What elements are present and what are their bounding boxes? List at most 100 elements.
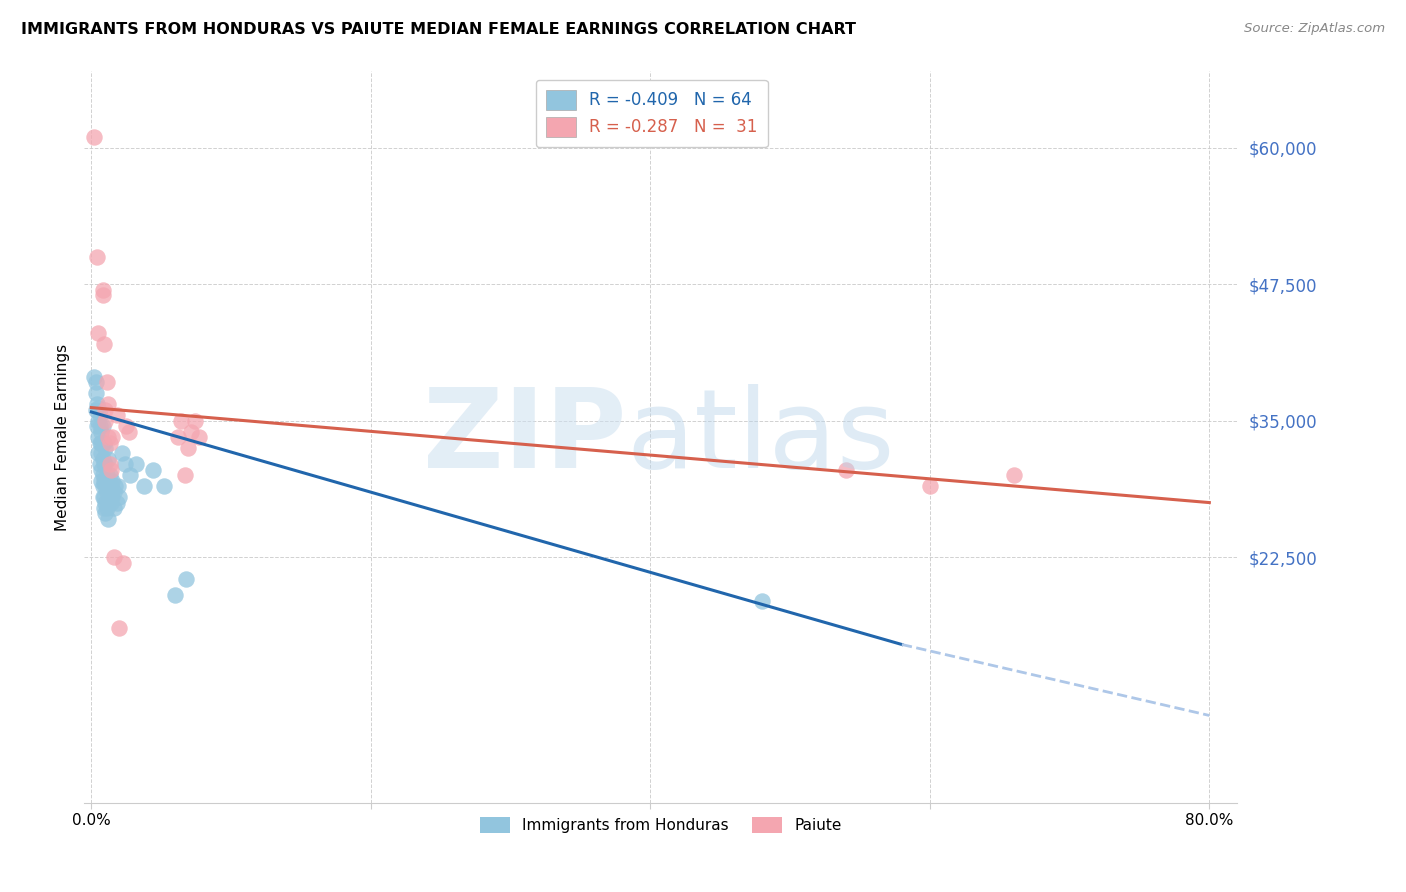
Point	[87, 414, 110, 428]
Point	[90, 474, 112, 488]
Point	[94, 479, 117, 493]
Point	[118, 425, 141, 439]
Point	[94, 414, 117, 428]
Point	[167, 430, 190, 444]
Point	[84, 386, 107, 401]
Point	[153, 479, 176, 493]
Text: atlas: atlas	[626, 384, 894, 491]
Point	[90, 463, 112, 477]
Point	[83, 129, 105, 144]
Point	[176, 572, 198, 586]
Point	[177, 441, 200, 455]
Point	[90, 425, 112, 439]
Point	[96, 484, 118, 499]
Point	[89, 419, 111, 434]
Point	[93, 435, 115, 450]
Point	[103, 550, 125, 565]
Point	[86, 250, 108, 264]
Point	[94, 507, 117, 521]
Point	[83, 370, 105, 384]
Point	[87, 401, 110, 415]
Point	[97, 512, 120, 526]
Point	[125, 458, 148, 472]
Point	[112, 556, 135, 570]
Point	[98, 435, 121, 450]
Point	[1002, 468, 1025, 483]
Point	[93, 337, 115, 351]
Point	[87, 430, 110, 444]
Point	[86, 397, 108, 411]
Point	[93, 490, 115, 504]
Point	[87, 326, 110, 341]
Point	[751, 594, 773, 608]
Point	[96, 501, 118, 516]
Point	[115, 419, 138, 434]
Point	[87, 446, 110, 460]
Point	[97, 430, 120, 444]
Point	[91, 419, 114, 434]
Point	[94, 495, 117, 509]
Point	[184, 414, 207, 428]
Point	[108, 621, 131, 635]
Point	[98, 468, 121, 483]
Point	[105, 409, 128, 423]
Point	[89, 409, 111, 423]
Point	[91, 451, 114, 466]
Point	[101, 490, 124, 504]
Point	[93, 458, 115, 472]
Point	[103, 484, 125, 499]
Point	[835, 463, 858, 477]
Y-axis label: Median Female Earnings: Median Female Earnings	[55, 343, 70, 531]
Point	[142, 463, 165, 477]
Point	[120, 468, 142, 483]
Point	[103, 501, 125, 516]
Point	[91, 283, 114, 297]
Point	[90, 446, 112, 460]
Text: ZIP: ZIP	[423, 384, 626, 491]
Point	[170, 414, 193, 428]
Point	[174, 468, 197, 483]
Point	[91, 288, 114, 302]
Point	[111, 446, 134, 460]
Point	[93, 501, 115, 516]
Point	[84, 402, 107, 417]
Text: IMMIGRANTS FROM HONDURAS VS PAIUTE MEDIAN FEMALE EARNINGS CORRELATION CHART: IMMIGRANTS FROM HONDURAS VS PAIUTE MEDIA…	[21, 22, 856, 37]
Point	[97, 495, 120, 509]
Point	[108, 490, 131, 504]
Point	[94, 402, 117, 417]
Legend: Immigrants from Honduras, Paiute: Immigrants from Honduras, Paiute	[474, 811, 848, 839]
Point	[93, 474, 115, 488]
Point	[100, 479, 122, 493]
Point	[100, 463, 122, 477]
Point	[91, 468, 114, 483]
Point	[98, 490, 121, 504]
Point	[188, 430, 211, 444]
Point	[86, 419, 108, 434]
Point	[134, 479, 156, 493]
Point	[101, 474, 124, 488]
Point	[94, 458, 117, 472]
Point	[96, 376, 118, 390]
Point	[89, 435, 111, 450]
Point	[91, 479, 114, 493]
Point	[107, 479, 129, 493]
Point	[91, 435, 114, 450]
Point	[89, 458, 111, 472]
Point	[114, 458, 136, 472]
Point	[84, 376, 107, 390]
Point	[180, 425, 202, 439]
Point	[94, 441, 117, 455]
Point	[918, 479, 941, 493]
Point	[101, 430, 124, 444]
Point	[104, 479, 127, 493]
Point	[91, 490, 114, 504]
Point	[100, 495, 122, 509]
Point	[98, 458, 121, 472]
Point	[97, 479, 120, 493]
Point	[90, 435, 112, 450]
Point	[105, 495, 128, 509]
Point	[96, 468, 118, 483]
Point	[165, 588, 187, 602]
Text: Source: ZipAtlas.com: Source: ZipAtlas.com	[1244, 22, 1385, 36]
Point	[97, 451, 120, 466]
